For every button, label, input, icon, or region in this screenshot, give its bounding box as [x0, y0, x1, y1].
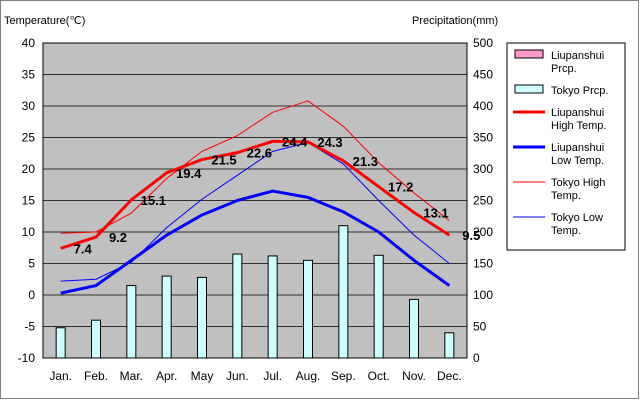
- legend-label: Tokyo High: [551, 177, 605, 189]
- y-left-tick-label: 30: [22, 99, 36, 113]
- precipitation-bar-tky_prcp: [197, 276, 207, 359]
- legend-label: Tokyo Low: [551, 212, 603, 224]
- precipitation-bar-tky_prcp: [303, 259, 313, 359]
- x-tick-label: Nov.: [402, 369, 426, 383]
- y-right-tick-label: 50: [473, 320, 487, 334]
- left-axis-title: Temperature(℃): [4, 15, 85, 27]
- legend-label: High Temp.: [551, 120, 606, 132]
- legend-label: Prcp.: [551, 63, 577, 75]
- right-axis-title: Precipitation(mm): [412, 15, 498, 27]
- data-label: 7.4: [74, 241, 93, 256]
- y-right-tick-label: 350: [473, 131, 493, 145]
- data-label: 19.4: [176, 166, 202, 181]
- y-left-tick-label: -5: [24, 320, 35, 334]
- legend-label: Low Temp.: [551, 155, 604, 167]
- legend-label: Liupanshui: [551, 50, 604, 62]
- y-left-tick-label: 0: [28, 288, 35, 302]
- x-tick-label: Feb.: [84, 369, 108, 383]
- temperature-line-lps_low: [60, 189, 451, 295]
- data-label: 17.2: [388, 180, 413, 195]
- data-label: 13.1: [423, 205, 448, 220]
- temperature-line-tky_high: [60, 100, 450, 234]
- precipitation-bar-tky_prcp: [267, 255, 278, 359]
- x-tick-label: May: [191, 369, 214, 383]
- y-left-tick-label: 15: [22, 194, 36, 208]
- legend-label: Temp.: [551, 190, 581, 202]
- y-right-tick-label: 0: [473, 351, 480, 365]
- legend-swatch: [514, 49, 544, 59]
- data-label: 24.3: [317, 135, 342, 150]
- x-tick-label: Oct.: [368, 369, 390, 383]
- temperature-line-lps_high: [60, 139, 451, 250]
- y-right-tick-label: 400: [473, 99, 493, 113]
- y-right-tick-label: 100: [473, 288, 493, 302]
- x-tick-label: Apr.: [156, 369, 177, 383]
- x-tick-label: Jan.: [49, 369, 72, 383]
- legend-swatch: [514, 84, 544, 94]
- y-left-tick-label: 25: [22, 131, 36, 145]
- x-tick-label: Dec.: [437, 369, 462, 383]
- precipitation-bar-tky_prcp: [444, 332, 455, 359]
- y-right-tick-label: 250: [473, 194, 493, 208]
- data-label: 9.5: [462, 228, 480, 243]
- precipitation-bar-tky_prcp: [91, 319, 101, 359]
- precipitation-bar-tky_prcp: [126, 285, 137, 359]
- legend-label: Liupanshui: [551, 107, 604, 119]
- y-right-tick-label: 450: [473, 68, 493, 82]
- data-label: 24.4: [282, 134, 308, 149]
- legend-label: Tokyo Prcp.: [551, 85, 608, 97]
- data-label: 21.3: [353, 154, 378, 169]
- precipitation-bar-tky_prcp: [373, 254, 384, 359]
- precipitation-bar-tky_prcp: [55, 327, 66, 359]
- y-left-tick-label: 20: [22, 162, 36, 176]
- y-right-tick-label: 200: [473, 225, 493, 239]
- x-tick-label: Mar.: [120, 369, 143, 383]
- data-label: 9.2: [109, 230, 127, 245]
- x-tick-label: Aug.: [296, 369, 321, 383]
- y-left-tick-label: 35: [22, 68, 36, 82]
- data-label: 22.6: [247, 146, 272, 161]
- y-right-tick-label: 300: [473, 162, 493, 176]
- x-tick-label: Jun.: [226, 369, 249, 383]
- precipitation-bar-tky_prcp: [161, 275, 172, 359]
- y-left-tick-label: 40: [22, 36, 36, 50]
- y-left-tick-label: 5: [28, 257, 35, 271]
- y-right-tick-label: 150: [473, 257, 493, 271]
- y-right-tick-label: 500: [473, 36, 493, 50]
- x-tick-label: Sep.: [331, 369, 356, 383]
- y-left-tick-label: -10: [18, 351, 36, 365]
- precipitation-bar-tky_prcp: [338, 225, 349, 359]
- data-label: 15.1: [141, 193, 166, 208]
- precipitation-bar-tky_prcp: [409, 298, 419, 359]
- y-left-tick-label: 10: [22, 225, 36, 239]
- x-tick-label: Jul.: [263, 369, 282, 383]
- legend-label: Liupanshui: [551, 142, 604, 154]
- data-label: 21.5: [211, 153, 236, 168]
- precipitation-bar-tky_prcp: [232, 253, 243, 359]
- plot-area: 4035302520151050-5-105004504003503002502…: [18, 36, 494, 383]
- legend-label: Temp.: [551, 225, 581, 237]
